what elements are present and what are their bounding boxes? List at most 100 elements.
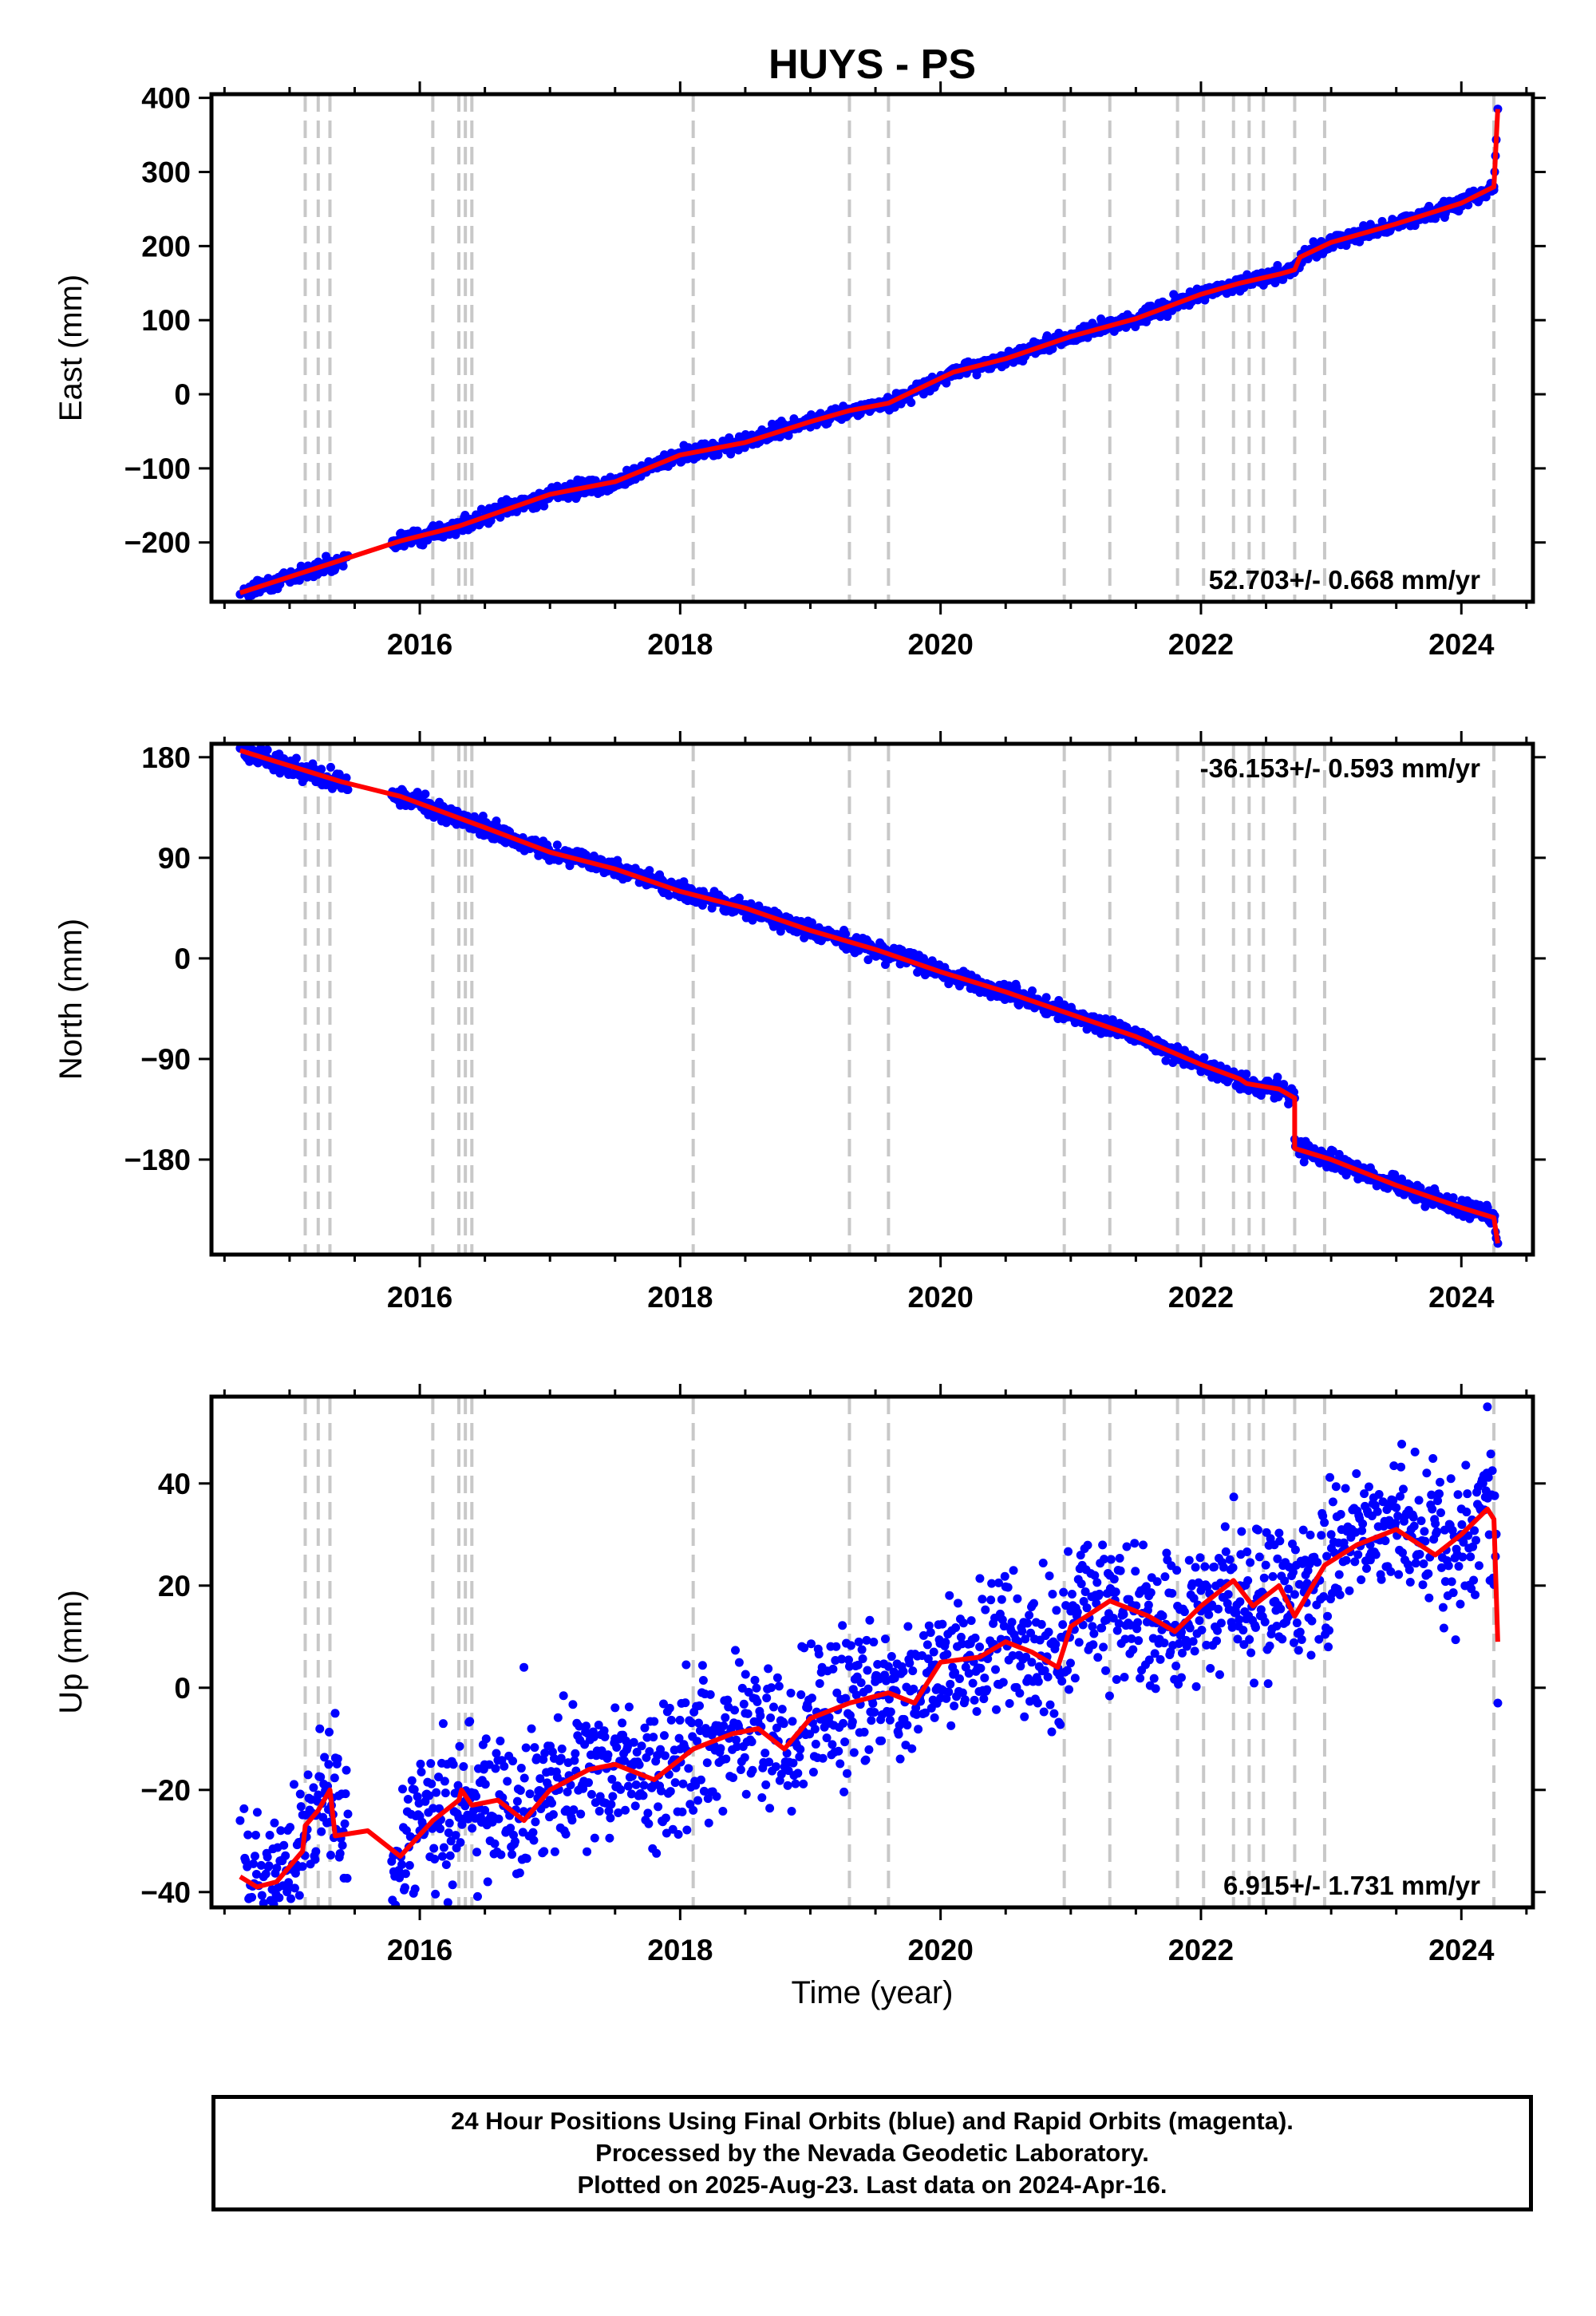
data-point [1374,1490,1384,1500]
data-point [954,1599,963,1608]
data-point [1131,1567,1140,1576]
data-point [1274,1528,1284,1538]
data-point [553,1713,563,1722]
data-point [907,397,916,407]
data-point [818,1753,828,1763]
data-point [1021,1652,1031,1662]
data-point [799,1779,808,1788]
data-point [1090,1571,1100,1580]
x-tick-label: 2022 [1168,1281,1234,1314]
data-point [844,1662,854,1671]
data-point [958,1688,967,1697]
data-point [1203,1582,1212,1591]
data-point [496,1736,505,1745]
data-point [756,1711,765,1721]
data-point [1098,1540,1108,1550]
data-point [1119,1610,1128,1619]
data-point [903,1721,912,1730]
data-point [569,1805,579,1815]
data-point [320,1753,330,1762]
data-point [416,1759,425,1769]
data-point [606,1813,615,1823]
data-point [1048,344,1057,354]
data-point [293,1863,302,1872]
data-point [448,1880,457,1890]
data-point [547,1798,556,1808]
data-point [1466,1552,1476,1562]
data-point [1095,1589,1104,1599]
data-point [859,1727,869,1737]
data-point [503,1777,512,1786]
data-point [752,1683,761,1693]
data-point [1259,1573,1269,1583]
data-point [762,1694,772,1703]
data-point [757,1793,767,1803]
data-point [1290,1545,1300,1555]
data-point [629,1737,638,1747]
y-tick-label: 100 [141,304,191,337]
data-point [712,1792,721,1801]
data-point [1231,1608,1241,1618]
data-point [1016,1662,1025,1671]
data-point [703,1794,713,1804]
velocity-rate-label: 52.703+/- 0.668 mm/yr [1209,565,1480,595]
data-point [1410,1447,1420,1456]
data-point [870,1708,879,1717]
data-point [1414,1496,1424,1505]
y-tick-label: 90 [158,842,191,875]
data-point [1242,1069,1251,1079]
data-point [1483,1402,1492,1412]
data-point [1365,1555,1375,1565]
data-point [261,1932,270,1941]
data-point [1052,1606,1061,1615]
data-point [877,1736,887,1745]
data-point [768,1702,778,1712]
data-point [660,1751,670,1761]
data-point [1397,1439,1407,1448]
data-point [1204,1610,1214,1619]
data-point [1112,1675,1121,1685]
data-point [243,1830,253,1840]
data-point [1254,1552,1264,1562]
data-point [425,1791,434,1800]
data-point [1405,1577,1415,1587]
data-point [957,1639,966,1649]
data-point [1197,1625,1207,1634]
data-point [1120,1634,1130,1644]
data-point [702,1758,712,1768]
data-point [1265,1641,1274,1650]
y-tick-label: −100 [124,453,191,485]
data-point [429,1804,438,1813]
data-point [634,1760,644,1769]
data-point [791,1779,800,1788]
data-point [858,1654,867,1663]
data-point [1048,1590,1057,1599]
data-point [281,1851,290,1860]
data-point [1065,1685,1074,1694]
data-point [980,1673,990,1682]
data-point [787,1807,796,1816]
data-point [309,1783,318,1792]
data-point [434,1773,444,1782]
data-point [1317,1531,1326,1540]
data-point [1202,1640,1211,1650]
data-point [774,1682,784,1691]
data-point [841,929,851,939]
data-point [259,1899,268,1907]
data-point [689,1805,698,1815]
data-point [903,1622,913,1631]
data-point [1276,1604,1286,1614]
plot-area-up [235,1397,1503,1941]
data-point [1021,1634,1030,1644]
y-tick-label: −90 [140,1043,191,1076]
data-point [259,1910,267,1919]
data-point [1023,1618,1033,1628]
data-point [448,1760,458,1769]
data-point [1151,1684,1160,1694]
data-point [987,1579,997,1588]
y-axis-label: North (mm) [53,919,89,1080]
data-point [846,1641,855,1650]
data-point [645,1747,654,1757]
data-point [1238,1626,1248,1635]
data-point [1162,1548,1171,1558]
